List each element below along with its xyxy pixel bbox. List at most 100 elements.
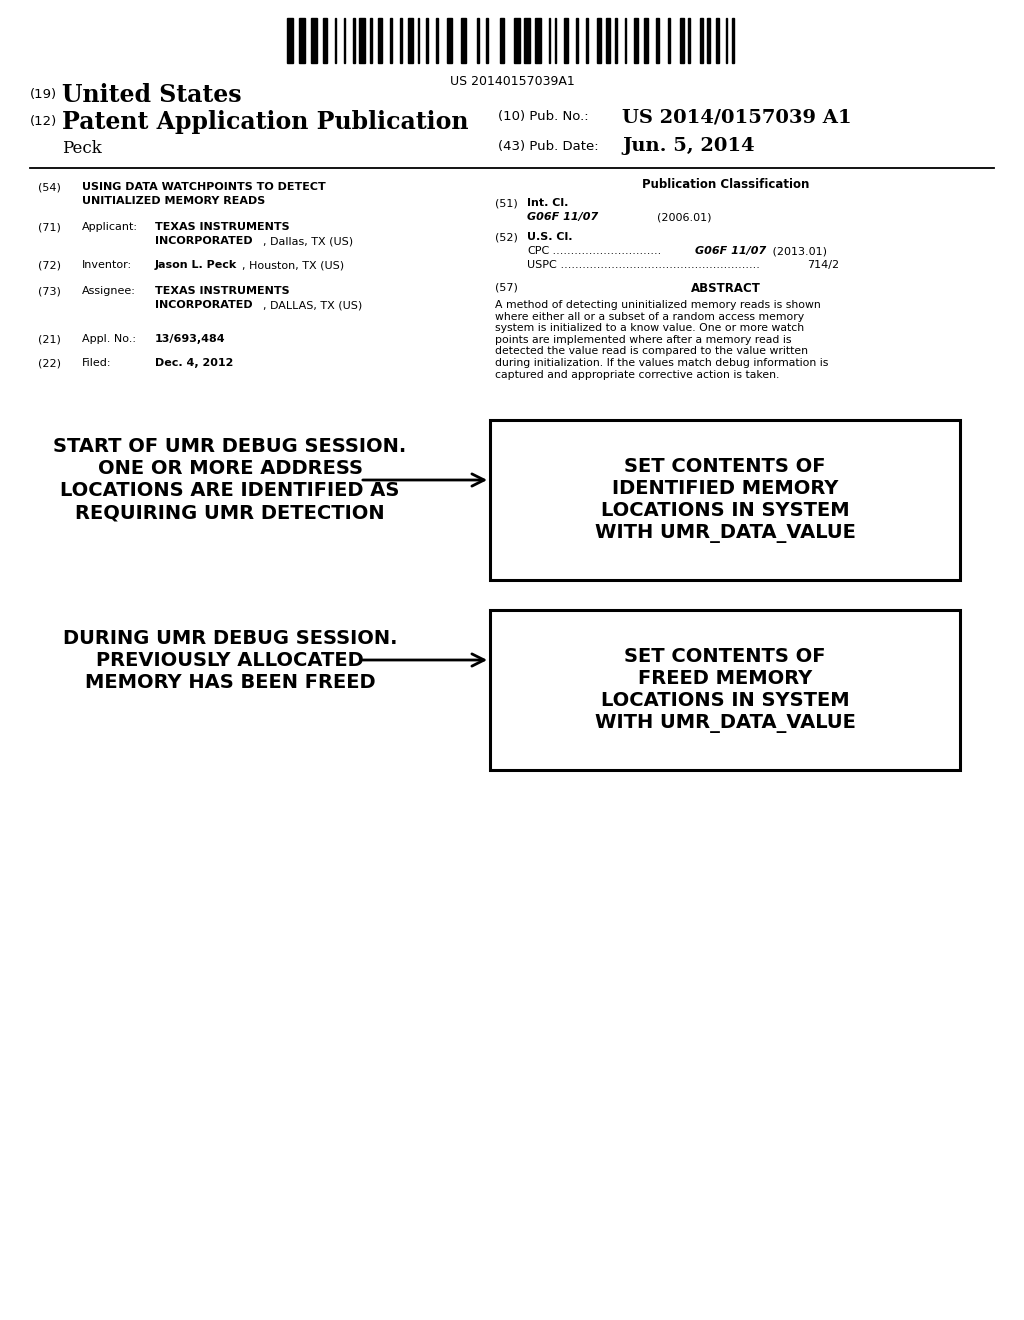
Bar	[586, 18, 588, 63]
Bar	[500, 18, 504, 63]
Bar	[700, 18, 702, 63]
Text: USING DATA WATCHPOINTS TO DETECT: USING DATA WATCHPOINTS TO DETECT	[82, 182, 326, 191]
Bar	[343, 18, 345, 63]
Text: U.S. Cl.: U.S. Cl.	[527, 232, 572, 242]
Bar	[731, 18, 734, 63]
Bar	[535, 18, 541, 63]
Text: 13/693,484: 13/693,484	[155, 334, 225, 345]
Bar	[476, 18, 479, 63]
Bar	[299, 18, 304, 63]
Bar	[359, 18, 365, 63]
Text: (51): (51)	[495, 198, 518, 209]
Bar	[625, 18, 626, 63]
Bar	[353, 18, 354, 63]
Bar	[575, 18, 578, 63]
Bar	[418, 18, 419, 63]
Text: , Dallas, TX (US): , Dallas, TX (US)	[263, 236, 353, 246]
Text: US 2014/0157039 A1: US 2014/0157039 A1	[622, 108, 852, 125]
Bar	[644, 18, 648, 63]
Text: TEXAS INSTRUMENTS: TEXAS INSTRUMENTS	[155, 286, 290, 296]
Bar	[485, 18, 488, 63]
Text: (54): (54)	[38, 182, 60, 191]
Bar	[725, 18, 727, 63]
Text: (72): (72)	[38, 260, 61, 271]
Bar	[426, 18, 428, 63]
Text: .......................................................: ........................................…	[557, 260, 760, 271]
Bar	[597, 18, 600, 63]
Text: Inventor:: Inventor:	[82, 260, 132, 271]
Bar	[389, 18, 392, 63]
Bar	[688, 18, 689, 63]
Text: INCORPORATED: INCORPORATED	[155, 236, 253, 246]
Text: CPC: CPC	[527, 246, 549, 256]
Bar	[311, 18, 316, 63]
Text: START OF UMR DEBUG SESSION.
ONE OR MORE ADDRESS
LOCATIONS ARE IDENTIFIED AS
REQU: START OF UMR DEBUG SESSION. ONE OR MORE …	[53, 437, 407, 523]
Text: G06F 11/07: G06F 11/07	[527, 213, 598, 222]
Bar	[490, 610, 961, 770]
Bar	[656, 18, 658, 63]
Bar	[446, 18, 452, 63]
Text: SET CONTENTS OF
FREED MEMORY
LOCATIONS IN SYSTEM
WITH UMR_DATA_VALUE: SET CONTENTS OF FREED MEMORY LOCATIONS I…	[595, 647, 855, 733]
Text: Publication Classification: Publication Classification	[642, 178, 810, 191]
Bar	[461, 18, 466, 63]
Text: (21): (21)	[38, 334, 60, 345]
Text: Int. Cl.: Int. Cl.	[527, 198, 568, 209]
Text: US 20140157039A1: US 20140157039A1	[450, 75, 574, 88]
Bar	[668, 18, 670, 63]
Bar	[378, 18, 382, 63]
Text: Jun. 5, 2014: Jun. 5, 2014	[622, 137, 755, 154]
Bar	[564, 18, 568, 63]
Bar	[707, 18, 710, 63]
Text: Applicant:: Applicant:	[82, 222, 138, 232]
Text: (19): (19)	[30, 88, 57, 102]
Bar	[606, 18, 610, 63]
Text: (22): (22)	[38, 358, 61, 368]
Text: (10) Pub. No.:: (10) Pub. No.:	[498, 110, 589, 123]
Bar	[614, 18, 617, 63]
Text: Peck: Peck	[62, 140, 101, 157]
Bar	[399, 18, 402, 63]
Text: (57): (57)	[495, 282, 518, 292]
Text: UNITIALIZED MEMORY READS: UNITIALIZED MEMORY READS	[82, 195, 265, 206]
Text: Assignee:: Assignee:	[82, 286, 136, 296]
Text: (2006.01): (2006.01)	[657, 213, 712, 222]
Text: , Houston, TX (US): , Houston, TX (US)	[242, 260, 344, 271]
Text: 714/2: 714/2	[807, 260, 839, 271]
Text: TEXAS INSTRUMENTS: TEXAS INSTRUMENTS	[155, 222, 290, 232]
Text: ABSTRACT: ABSTRACT	[691, 282, 761, 294]
Text: SET CONTENTS OF
IDENTIFIED MEMORY
LOCATIONS IN SYSTEM
WITH UMR_DATA_VALUE: SET CONTENTS OF IDENTIFIED MEMORY LOCATI…	[595, 457, 855, 543]
Bar	[335, 18, 336, 63]
Text: A method of detecting uninitialized memory reads is shown
where either all or a : A method of detecting uninitialized memo…	[495, 300, 828, 380]
Text: (12): (12)	[30, 115, 57, 128]
Text: Dec. 4, 2012: Dec. 4, 2012	[155, 358, 233, 368]
Bar	[490, 420, 961, 579]
Bar	[514, 18, 519, 63]
Bar	[524, 18, 529, 63]
Bar	[634, 18, 638, 63]
Bar	[435, 18, 438, 63]
Text: USPC: USPC	[527, 260, 557, 271]
Text: Patent Application Publication: Patent Application Publication	[62, 110, 469, 135]
Text: Jason L. Peck: Jason L. Peck	[155, 260, 238, 271]
Text: Appl. No.:: Appl. No.:	[82, 334, 136, 345]
Text: INCORPORATED: INCORPORATED	[155, 300, 253, 310]
Bar	[716, 18, 719, 63]
Text: G06F 11/07: G06F 11/07	[695, 246, 766, 256]
Bar	[408, 18, 413, 63]
Text: ..............................: ..............................	[549, 246, 662, 256]
Bar	[549, 18, 550, 63]
Text: (71): (71)	[38, 222, 60, 232]
Text: DURING UMR DEBUG SESSION.
PREVIOUSLY ALLOCATED
MEMORY HAS BEEN FREED: DURING UMR DEBUG SESSION. PREVIOUSLY ALL…	[62, 628, 397, 692]
Bar	[555, 18, 556, 63]
Bar	[287, 18, 293, 63]
Text: , DALLAS, TX (US): , DALLAS, TX (US)	[263, 300, 362, 310]
Text: United States: United States	[62, 83, 242, 107]
Text: (43) Pub. Date:: (43) Pub. Date:	[498, 140, 599, 153]
Bar	[323, 18, 327, 63]
Text: (2013.01): (2013.01)	[769, 246, 827, 256]
Text: (73): (73)	[38, 286, 60, 296]
Bar	[370, 18, 372, 63]
Text: (52): (52)	[495, 232, 518, 242]
Bar	[680, 18, 683, 63]
Text: Filed:: Filed:	[82, 358, 112, 368]
